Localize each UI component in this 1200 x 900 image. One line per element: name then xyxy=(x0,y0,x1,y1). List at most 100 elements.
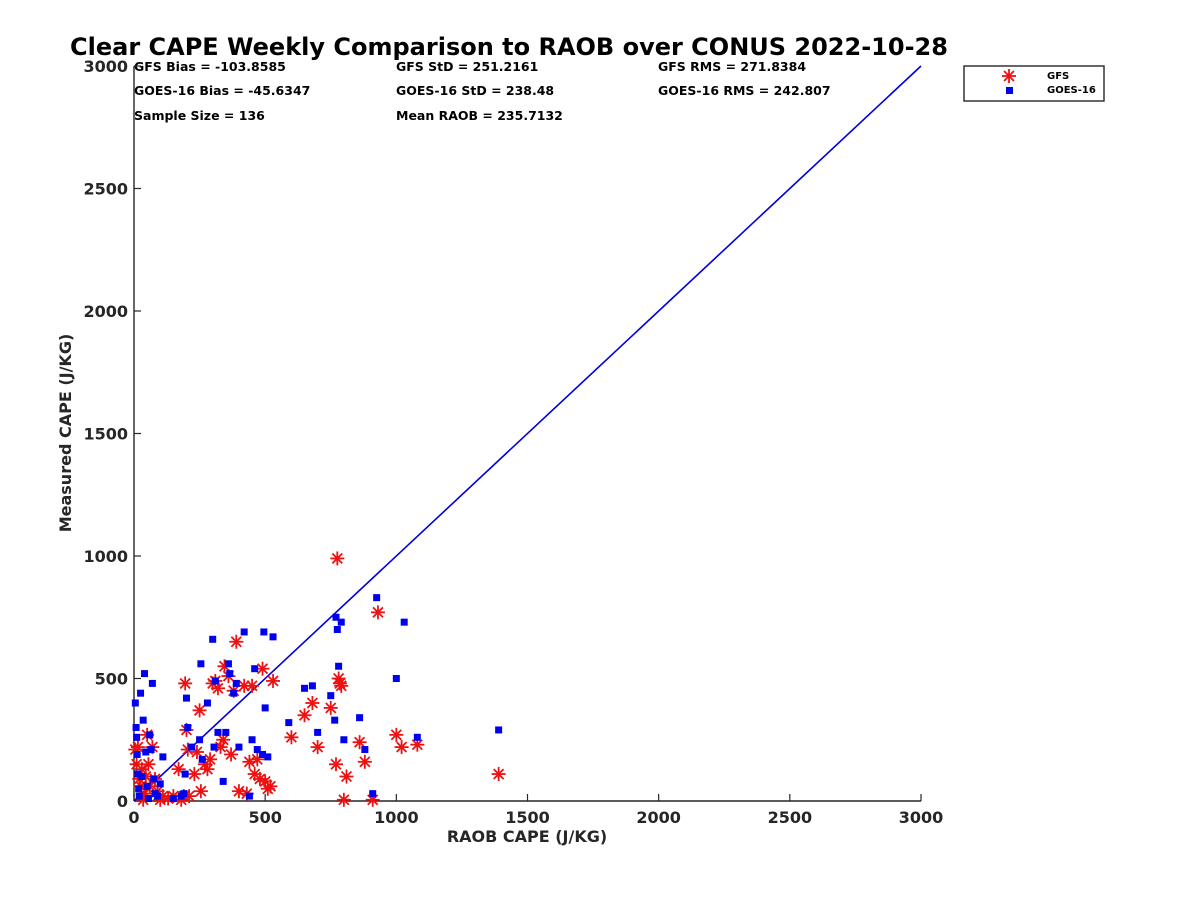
goes-16-point xyxy=(235,743,243,751)
y-tick-label: 0 xyxy=(117,792,128,811)
y-axis-label: Measured CAPE (J/KG) xyxy=(56,334,75,533)
goes-16-point xyxy=(150,775,158,783)
y-tick-label: 2500 xyxy=(83,180,128,199)
goes-16-point xyxy=(314,728,322,736)
legend-gfs-marker xyxy=(1002,69,1016,83)
goes-16-point xyxy=(188,743,196,751)
goes-16-point xyxy=(135,785,143,793)
x-axis-ticks: 0 500 1000 1500 2000 2500 3000 xyxy=(128,794,943,827)
goes-16-point xyxy=(373,594,381,602)
goes-16-point xyxy=(269,633,277,641)
goes-16-point xyxy=(230,689,238,697)
gfs-point xyxy=(284,730,299,745)
gfs-point xyxy=(357,754,372,769)
goes-16-point xyxy=(260,628,268,636)
gfs-point xyxy=(389,727,404,742)
stat-text: GOES-16 Bias = -45.6347 xyxy=(134,83,310,98)
goes-16-point xyxy=(251,665,259,673)
gfs-point xyxy=(305,696,320,710)
legend-gfs-label: GFS xyxy=(1047,71,1069,82)
gfs-point xyxy=(370,605,385,620)
goes-16-point xyxy=(219,777,227,785)
reference-line xyxy=(133,65,922,802)
goes-16-point xyxy=(169,795,177,803)
x-tick-label: 1000 xyxy=(374,808,419,827)
goes-16-point xyxy=(147,746,155,754)
goes-16-point xyxy=(182,694,190,702)
goes-16-point xyxy=(335,662,343,670)
y-axis-ticks: 0 500 1000 1500 2000 2500 3000 xyxy=(83,57,141,811)
goes-16-point xyxy=(253,746,261,754)
goes-16-point xyxy=(495,726,503,734)
goes-16-point xyxy=(261,704,269,712)
gfs-point xyxy=(334,678,349,693)
reference-line-group xyxy=(133,65,922,802)
gfs-point xyxy=(192,703,207,718)
gfs-point xyxy=(339,769,354,784)
goes-16-point xyxy=(356,714,364,722)
goes-16-point xyxy=(148,679,156,687)
goes-16-point xyxy=(142,748,150,756)
goes-16-point xyxy=(209,635,217,643)
y-tick-label: 3000 xyxy=(83,57,128,76)
x-tick-label: 2000 xyxy=(636,808,681,827)
legend-goes-16-marker xyxy=(1006,87,1013,94)
gfs-point xyxy=(266,673,281,688)
goes-16-point xyxy=(264,753,272,761)
chart-title: Clear CAPE Weekly Comparison to RAOB ove… xyxy=(70,33,948,61)
gfs-point xyxy=(491,767,506,782)
y-tick-label: 1000 xyxy=(83,547,128,566)
goes-16-point xyxy=(143,782,151,790)
goes-16-point xyxy=(198,755,206,763)
goes-16-point xyxy=(132,724,140,731)
gfs-point xyxy=(328,757,343,772)
goes-16-point xyxy=(154,792,162,800)
gfs-point xyxy=(245,678,260,693)
stat-text: GFS StD = 251.2161 xyxy=(396,59,538,74)
stat-text: Sample Size = 136 xyxy=(134,108,265,123)
gfs-point xyxy=(187,767,202,782)
legend: GFS GOES-16 xyxy=(963,65,1105,102)
goes-16-point xyxy=(361,746,369,754)
goes-16-point xyxy=(337,618,345,626)
stat-text: GOES-16 StD = 238.48 xyxy=(396,83,554,98)
gfs-point xyxy=(323,700,338,715)
goes-16-point xyxy=(392,675,400,682)
goes-16-point xyxy=(226,670,234,678)
goes-16-point xyxy=(308,682,316,690)
goes-16-point xyxy=(184,724,192,731)
gfs-point xyxy=(130,740,145,755)
goes-16-point xyxy=(327,692,335,700)
goes-16-point xyxy=(259,750,267,758)
goes-16-point xyxy=(196,736,204,744)
stats-block: GFS Bias = -103.8585 GFS StD = 251.2161 GF… xyxy=(134,59,831,123)
goes-16-point xyxy=(248,736,256,744)
goes-16-point xyxy=(139,716,147,724)
gfs-point xyxy=(141,757,156,772)
gfs-point xyxy=(330,551,345,566)
x-tick-label: 3000 xyxy=(899,808,944,827)
goes-16-point xyxy=(180,790,188,798)
goes-16-point xyxy=(197,660,205,668)
y-tick-label: 1500 xyxy=(83,425,128,444)
gfs-point xyxy=(263,779,278,794)
gfs-point xyxy=(193,784,208,799)
goes-16-point xyxy=(333,626,341,633)
goes-16-point xyxy=(369,790,377,798)
gfs-point xyxy=(178,676,193,691)
goes-16-point xyxy=(181,770,189,778)
gfs-point xyxy=(297,708,312,723)
gfs-point xyxy=(171,762,186,777)
goes-16-point xyxy=(211,677,219,685)
goes-16-point xyxy=(135,792,143,800)
series-gfs xyxy=(128,551,506,807)
goes-16-point xyxy=(224,660,232,668)
goes-16-point xyxy=(210,743,218,751)
gfs-point xyxy=(394,740,409,755)
goes-16-point xyxy=(138,773,146,780)
y-tick-label: 2000 xyxy=(83,302,128,321)
goes-16-point xyxy=(400,618,408,626)
gfs-point xyxy=(352,735,367,750)
goes-16-point xyxy=(331,716,339,724)
